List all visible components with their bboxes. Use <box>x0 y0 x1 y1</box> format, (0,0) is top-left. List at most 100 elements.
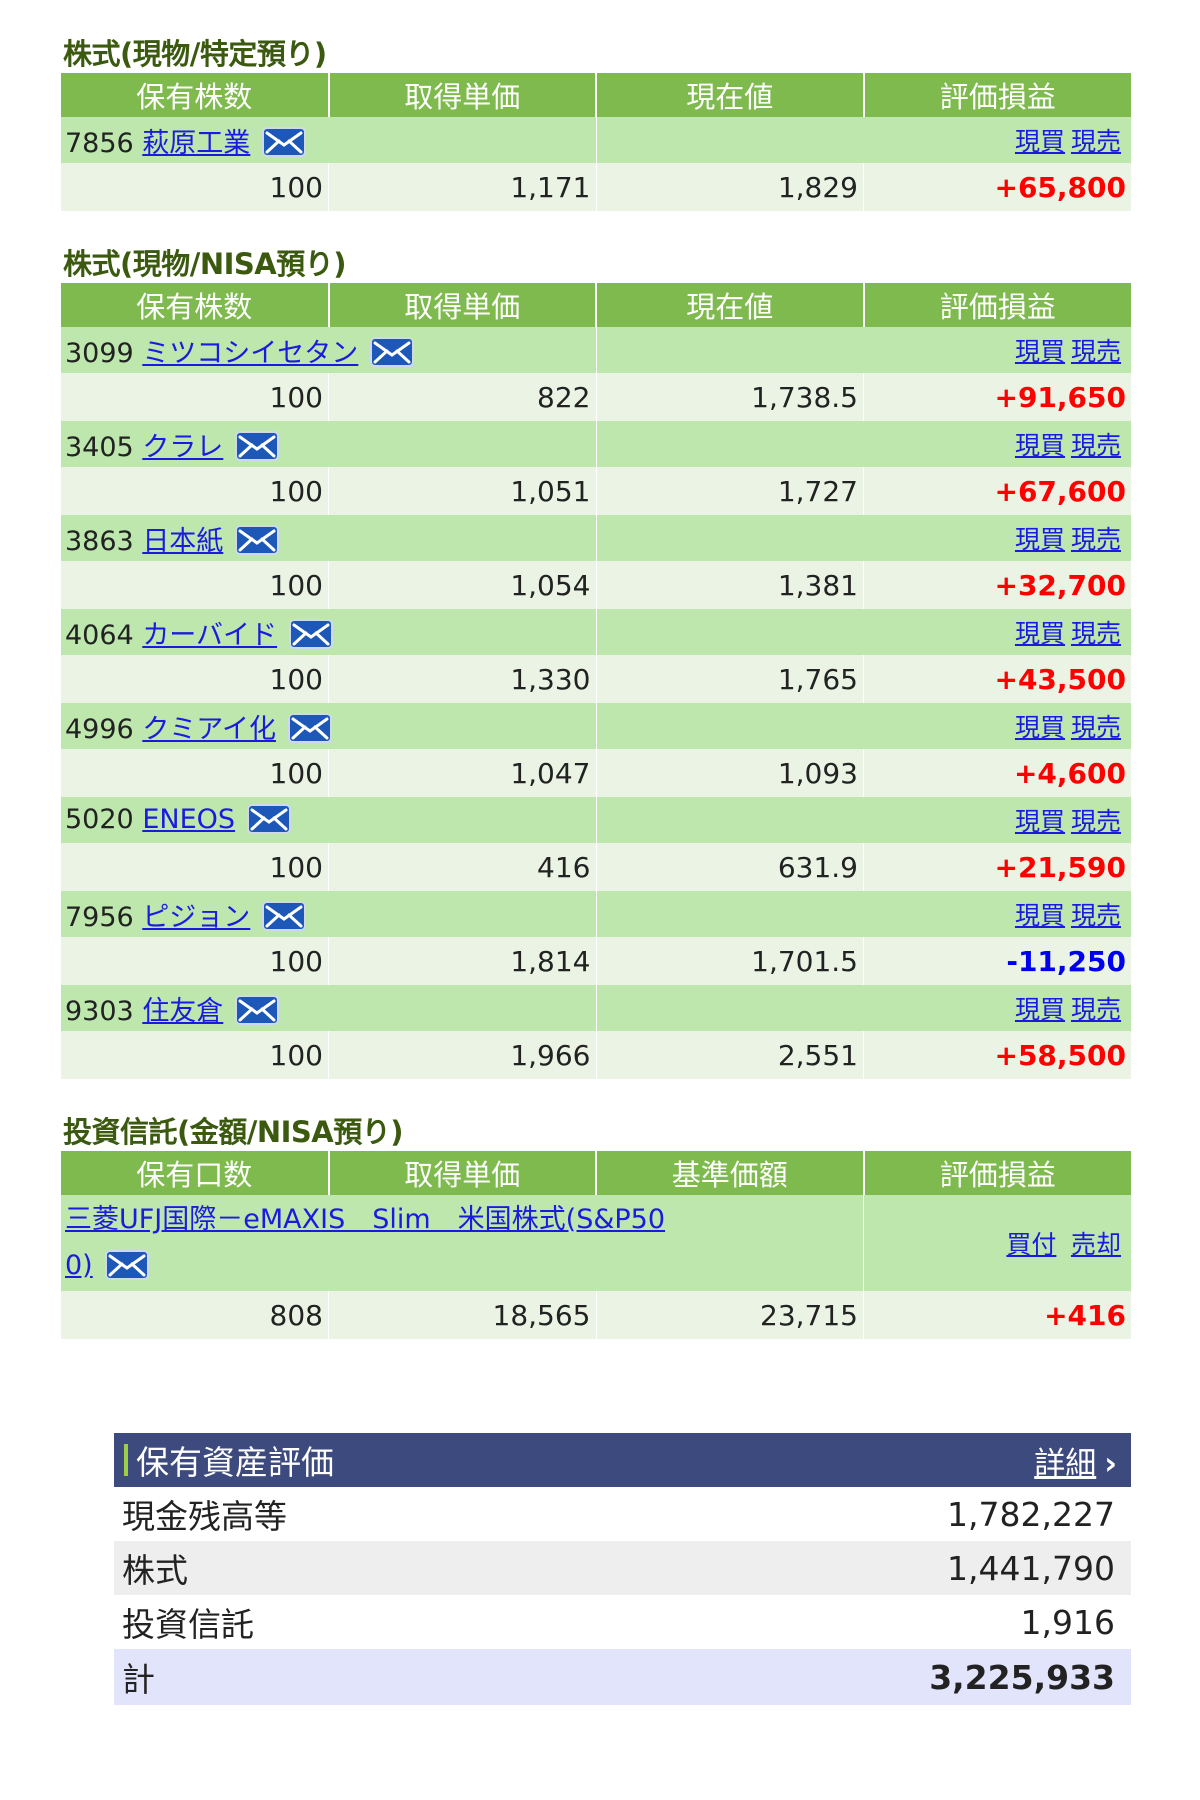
stock-actions: 現買 現売 <box>596 421 1131 467</box>
table-header: 保有口数 取得単価 基準価額 評価損益 <box>61 1151 1131 1195</box>
detail-link[interactable]: 詳細 <box>1034 1445 1097 1482</box>
sell-link[interactable]: 現売 <box>1070 901 1121 930</box>
stock-value-row: 100 416 631.9 +21,590 <box>61 843 1131 891</box>
stock-actions: 現買 現売 <box>596 117 1131 163</box>
price-cell: 1,093 <box>596 749 864 797</box>
asset-label: 現金残高等 <box>122 1497 287 1536</box>
header-pl: 評価損益 <box>863 73 1131 117</box>
mail-icon[interactable] <box>262 127 307 157</box>
stock-name-link[interactable]: ENEOS <box>142 804 236 836</box>
price-cell: 1,381 <box>596 561 864 609</box>
pl-cell: +58,500 <box>863 1031 1131 1079</box>
fund-name-line1: 三菱UFJ国際－eMAXIS Slim 米国株式(S&P50 <box>65 1204 666 1235</box>
pl-cell: -11,250 <box>863 937 1131 985</box>
section-title-fund: 投資信託(金額/NISA預り) <box>63 1115 404 1149</box>
mail-icon[interactable] <box>247 803 292 834</box>
asset-row-total: 計 3,225,933 <box>114 1649 1131 1705</box>
mail-icon[interactable] <box>235 525 280 555</box>
pl-cell: +21,590 <box>863 843 1131 891</box>
stock-code: 7956 <box>65 901 134 933</box>
header-shares: 保有株数 <box>61 283 330 327</box>
stock-name-row: 4996 クミアイ化 現買 現売 <box>61 703 1131 749</box>
stock-code: 9303 <box>65 995 134 1027</box>
buy-link[interactable]: 現買 <box>1014 525 1065 554</box>
asset-value: 1,916 <box>1020 1602 1115 1642</box>
stock-name-cell: 7956 ピジョン <box>61 891 597 937</box>
shares-cell: 100 <box>61 467 329 515</box>
stock-actions: 現買 現売 <box>596 609 1131 655</box>
stock-name-row: 3405 クラレ 現買 現売 <box>61 421 1131 467</box>
table-header: 保有株数 取得単価 現在値 評価損益 <box>61 283 1131 327</box>
stock-value-row: 100 1,051 1,727 +67,600 <box>61 467 1131 515</box>
sell-link[interactable]: 現売 <box>1070 619 1121 648</box>
stock-name-cell: 5020 ENEOS <box>61 797 597 843</box>
pl-cell: +91,650 <box>863 373 1131 421</box>
buy-link[interactable]: 現買 <box>1014 995 1065 1024</box>
stock-code: 5020 <box>65 804 134 836</box>
mail-icon[interactable] <box>289 619 334 649</box>
stock-actions: 現買 現売 <box>596 985 1131 1031</box>
price-cell: 1,765 <box>596 655 864 703</box>
stock-code: 3863 <box>65 525 134 557</box>
stock-name-row: 7956 ピジョン 現買 現売 <box>61 891 1131 937</box>
sell-link[interactable]: 現売 <box>1070 431 1121 460</box>
buy-link[interactable]: 現買 <box>1014 127 1065 156</box>
stock-actions: 現買 現売 <box>596 327 1131 373</box>
sell-link[interactable]: 現売 <box>1070 525 1121 554</box>
price-cell: 1,701.5 <box>596 937 864 985</box>
stock-name-cell: 3099 ミツコシイセタン <box>61 327 597 373</box>
stock-actions: 現買 現売 <box>596 797 1131 843</box>
header-pl: 評価損益 <box>863 1151 1131 1195</box>
stock-name-link[interactable]: ピジョン <box>142 901 251 933</box>
stock-name-link[interactable]: カーバイド <box>142 619 278 651</box>
fund-value-row: 808 18,565 23,715 +416 <box>61 1291 1131 1339</box>
buy-link[interactable]: 現買 <box>1014 619 1065 648</box>
shares-cell: 100 <box>61 749 329 797</box>
mail-icon[interactable] <box>370 337 415 367</box>
cost-cell: 1,051 <box>328 467 597 515</box>
sell-link[interactable]: 現売 <box>1070 713 1121 742</box>
fund-sell-link[interactable]: 売却 <box>1070 1230 1121 1259</box>
mail-icon[interactable] <box>262 901 307 931</box>
stock-name-link[interactable]: 住友倉 <box>142 995 224 1027</box>
buy-link[interactable]: 現買 <box>1014 431 1065 460</box>
chevron-right-icon[interactable]: › <box>1104 1445 1117 1482</box>
stock-name-link[interactable]: クラレ <box>142 431 224 463</box>
stock-code: 3405 <box>65 431 134 463</box>
price-cell: 1,727 <box>596 467 864 515</box>
cost-cell: 1,047 <box>328 749 597 797</box>
cost-cell: 1,054 <box>328 561 597 609</box>
asset-value: 1,441,790 <box>947 1548 1115 1588</box>
pl-cell: +65,800 <box>863 163 1131 211</box>
cost-cell: 1,814 <box>328 937 597 985</box>
buy-link[interactable]: 現買 <box>1014 901 1065 930</box>
sell-link[interactable]: 現売 <box>1070 807 1121 836</box>
stock-code: 4064 <box>65 619 134 651</box>
buy-link[interactable]: 現買 <box>1014 713 1065 742</box>
buy-link[interactable]: 現買 <box>1014 807 1065 836</box>
stock-name-link[interactable]: クミアイ化 <box>142 713 276 745</box>
stock-name-link[interactable]: 萩原工業 <box>142 127 251 159</box>
stock-name-cell: 7856 萩原工業 <box>61 117 597 163</box>
buy-link[interactable]: 現買 <box>1014 337 1065 366</box>
shares-cell: 100 <box>61 937 329 985</box>
shares-cell: 100 <box>61 561 329 609</box>
mail-icon[interactable] <box>235 995 280 1025</box>
fund-buy-link[interactable]: 買付 <box>1006 1230 1057 1259</box>
price-cell: 631.9 <box>596 843 864 891</box>
sell-link[interactable]: 現売 <box>1070 337 1121 366</box>
fund-name-link[interactable]: 三菱UFJ国際－eMAXIS Slim 米国株式(S&P50 0) <box>65 1204 665 1281</box>
sell-link[interactable]: 現売 <box>1070 127 1121 156</box>
sell-link[interactable]: 現売 <box>1070 995 1121 1024</box>
header-pl: 評価損益 <box>863 283 1131 327</box>
stock-value-row: 100 1,814 1,701.5 -11,250 <box>61 937 1131 985</box>
stock-name-link[interactable]: 日本紙 <box>142 525 224 557</box>
mail-icon[interactable] <box>287 713 332 743</box>
header-nav: 基準価額 <box>596 1151 865 1195</box>
mail-icon[interactable] <box>235 431 280 461</box>
stock-name-link[interactable]: ミツコシイセタン <box>142 337 359 369</box>
holdings-table-tokutei: 保有株数 取得単価 現在値 評価損益 7856 萩原工業 現買 現売 100 1,171… <box>61 73 1131 211</box>
asset-summary-header: 保有資産評価 詳細 › <box>114 1433 1131 1487</box>
cost-cell: 1,171 <box>328 163 597 211</box>
mail-icon[interactable] <box>104 1249 149 1280</box>
